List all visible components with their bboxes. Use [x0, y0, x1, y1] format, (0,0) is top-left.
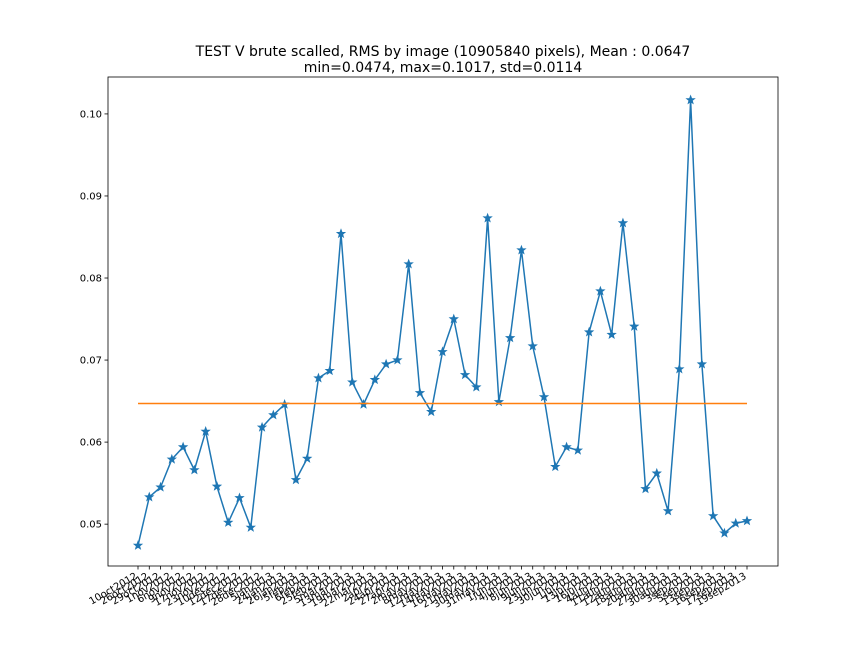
data-point: [561, 441, 572, 452]
data-point: [448, 313, 459, 324]
plot-frame: [107, 76, 779, 567]
data-point: [302, 453, 313, 463]
data-point: [527, 340, 538, 351]
data-point: [516, 244, 527, 255]
data-point: [155, 481, 166, 492]
data-point: [223, 517, 234, 527]
data-point: [719, 527, 730, 538]
data-point: [290, 474, 302, 485]
y-tick-label: 0.05: [80, 520, 102, 531]
data-point: [189, 464, 200, 475]
data-point: [234, 492, 245, 503]
y-tick-label: 0.08: [80, 274, 102, 285]
data-point: [426, 406, 437, 417]
data-point: [166, 453, 177, 464]
data-point: [640, 483, 651, 494]
data-point: [268, 409, 279, 420]
data-point: [177, 441, 189, 452]
data-point: [471, 381, 482, 392]
chart-subtitle: min=0.0474, max=0.1017, std=0.0114: [304, 60, 583, 76]
data-point: [708, 510, 719, 521]
y-tick-label: 0.10: [80, 109, 102, 120]
data-point: [505, 332, 516, 343]
data-point: [685, 94, 696, 105]
data-point: [414, 387, 426, 398]
data-point: [392, 354, 403, 365]
data-point: [741, 515, 753, 526]
data-point: [606, 329, 617, 340]
data-point: [662, 505, 674, 516]
data-point: [256, 421, 268, 432]
data-point: [550, 461, 561, 472]
data-point: [437, 346, 448, 357]
data-point: [335, 228, 347, 239]
y-tick-label: 0.06: [80, 438, 102, 449]
chart-title: TEST V brute scalled, RMS by image (1090…: [195, 44, 691, 60]
data-point: [538, 391, 550, 402]
data-point: [572, 444, 583, 455]
data-point: [583, 326, 595, 337]
data-point: [730, 517, 741, 528]
data-point: [482, 212, 493, 223]
data-point: [403, 258, 414, 269]
data-point: [132, 540, 144, 550]
data-point: [313, 372, 324, 383]
data-line: [137, 99, 748, 546]
data-point: [629, 320, 640, 331]
y-tick-label: 0.07: [80, 356, 102, 367]
y-tick-label: 0.09: [80, 191, 102, 202]
data-point: [200, 426, 211, 436]
data-point: [651, 467, 662, 478]
data-point: [595, 285, 606, 296]
data-point: [144, 491, 155, 502]
data-point: [324, 365, 335, 376]
data-point: [674, 363, 685, 374]
data-point: [459, 369, 471, 380]
data-point: [696, 358, 708, 369]
data-point: [211, 480, 223, 491]
data-point: [617, 217, 629, 228]
data-point: [369, 374, 380, 385]
data-point: [245, 522, 256, 532]
data-point: [347, 376, 358, 387]
data-point: [380, 358, 392, 369]
